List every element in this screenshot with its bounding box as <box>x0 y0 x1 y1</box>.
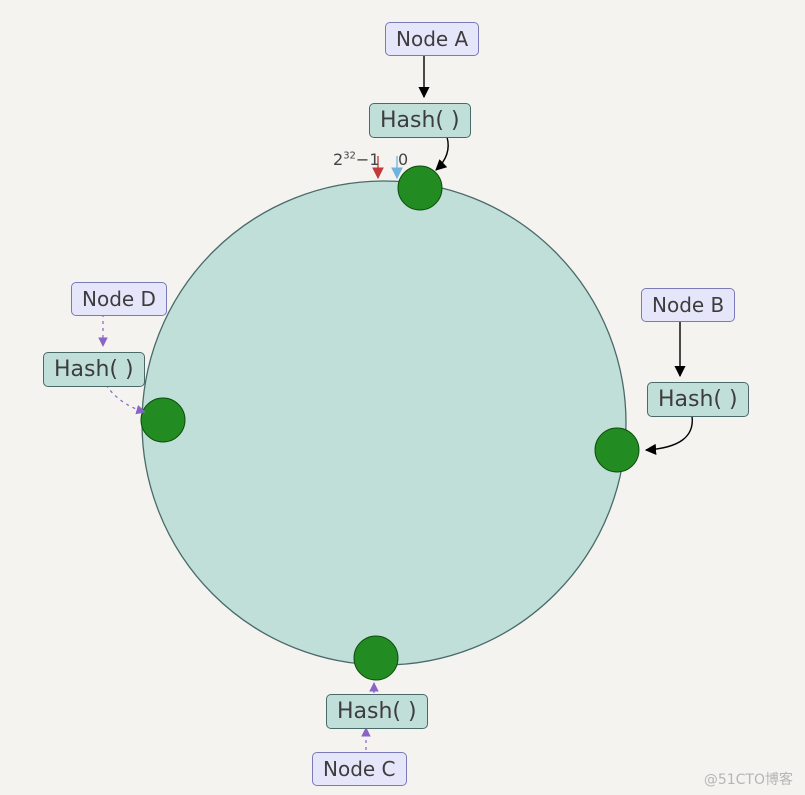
arrow-hash-b-to-ring <box>646 416 692 450</box>
hash-box-d: Hash( ) <box>43 352 145 387</box>
node-label-d: Node D <box>71 282 167 316</box>
hash-box-a: Hash( ) <box>369 103 471 138</box>
hash-ring <box>142 181 626 665</box>
hash-box-b: Hash( ) <box>647 382 749 417</box>
node-label-a: Node A <box>385 22 479 56</box>
arrow-hash-d-to-ring <box>106 385 145 412</box>
ring-node-b <box>595 428 639 472</box>
watermark: @51CTO博客 <box>704 769 793 789</box>
hash-box-c: Hash( ) <box>326 694 428 729</box>
diagram-canvas: Node A Hash( ) Node B Hash( ) Node C Hash( ) N… <box>0 0 805 795</box>
node-label-b: Node B <box>641 288 735 322</box>
ring-end-label: 232−1 <box>333 150 380 169</box>
ring-node-d <box>141 398 185 442</box>
node-label-c: Node C <box>312 752 407 786</box>
ring-node-a <box>398 166 442 210</box>
arrow-hash-a-to-ring <box>436 137 448 170</box>
ring-start-label: 0 <box>398 150 408 169</box>
ring-node-c <box>354 636 398 680</box>
